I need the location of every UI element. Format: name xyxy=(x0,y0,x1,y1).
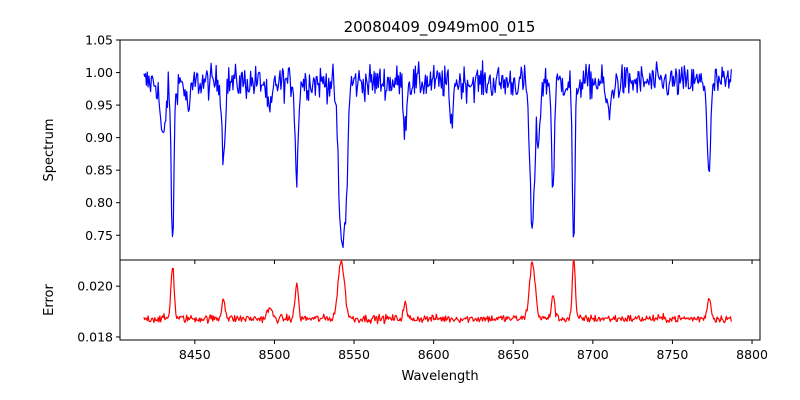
error-series-line xyxy=(143,259,732,325)
spectrum-y-tick-label: 0.75 xyxy=(85,228,113,243)
x-tick-label: 8550 xyxy=(338,347,370,362)
error-y-tick-label: 0.018 xyxy=(77,329,113,344)
spectrum-y-tick-label: 0.85 xyxy=(85,163,113,178)
spectrum-y-tick-label: 1.05 xyxy=(85,33,113,48)
spectrum-y-axis-label: Spectrum xyxy=(42,119,57,182)
error-y-tick-label: 0.020 xyxy=(77,279,113,294)
spectrum-y-tick-label: 0.95 xyxy=(85,98,113,113)
error-plot-frame xyxy=(119,259,761,341)
spectrum-series-line xyxy=(143,60,732,249)
chart-title: 20080409_0949m00_015 xyxy=(344,18,536,37)
x-tick-label: 8700 xyxy=(577,347,609,362)
spectrum-y-tick-label: 0.80 xyxy=(85,195,113,210)
x-tick-label: 8600 xyxy=(418,347,450,362)
x-tick-label: 8800 xyxy=(736,347,768,362)
spectrum-y-tick-label: 1.00 xyxy=(85,65,113,80)
error-panel: Error xyxy=(42,259,761,341)
spectrum-y-tick-label: 0.90 xyxy=(85,130,113,145)
x-tick-label: 8450 xyxy=(179,347,211,362)
error-y-axis-label: Error xyxy=(42,284,57,316)
x-tick-label: 8650 xyxy=(497,347,529,362)
x-tick-label: 8750 xyxy=(657,347,689,362)
x-axis-label: Wavelength xyxy=(401,369,478,384)
x-tick-label: 8500 xyxy=(259,347,291,362)
